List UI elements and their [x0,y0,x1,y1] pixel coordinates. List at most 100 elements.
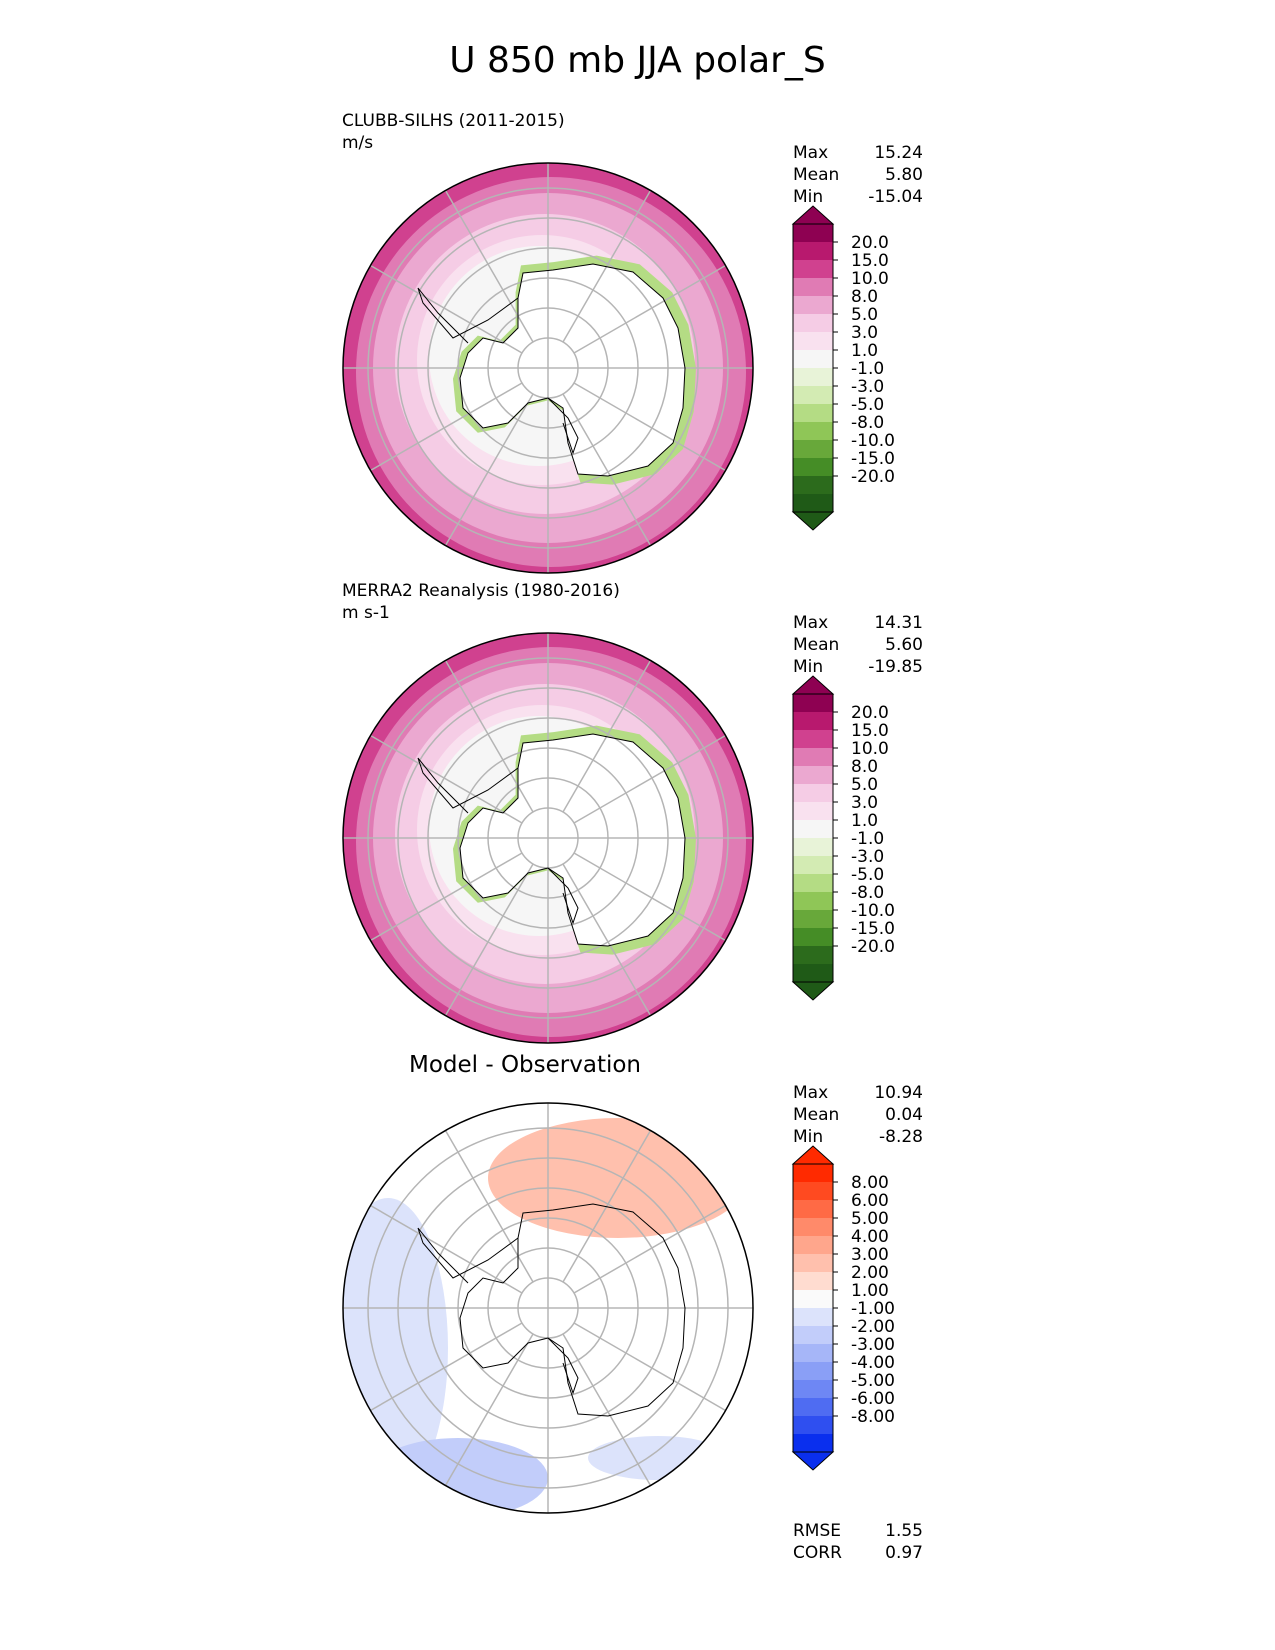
colorbar-cell [793,1200,833,1218]
continent-fill [460,264,685,476]
stat-value: 14.31 [874,613,923,633]
colorbar-tick-label: 1.0 [851,341,878,361]
negative-anomaly [368,1438,548,1513]
colorbar-tick-label: -1.0 [851,359,884,379]
continent-fill [460,734,685,946]
colorbar-tick-label: 8.0 [851,287,878,307]
stat-label: RMSE [793,1521,842,1541]
stat-value: 0.97 [885,1543,923,1563]
colorbar-cell [793,1164,833,1182]
stat-value: -19.85 [868,657,923,677]
colorbar-cell [793,1236,833,1254]
colorbar-tick-label: -5.0 [851,865,884,885]
colorbar-cell [793,1254,833,1272]
stat-value: 5.80 [885,165,923,185]
colorbar-tick-label: -1.00 [851,1299,895,1319]
colorbar-cell [793,712,833,730]
panel-title-text: CLUBB-SILHS (2011-2015) [342,111,565,131]
colorbar-cell [793,694,833,712]
colorbar-cell [793,260,833,278]
stat-row: RMSE 1.55 [793,1520,923,1542]
colorbar-tick-label: -15.0 [851,919,895,939]
panel-title: MERRA2 Reanalysis (1980-2016) m s-1 [342,580,620,624]
colorbar-tick-label: 1.00 [851,1281,889,1301]
colorbar-cell [793,1416,833,1434]
colorbar-tick-label: -10.0 [851,431,895,451]
colorbar-cell [793,404,833,422]
field-fill [343,633,753,1043]
colorbar-cell [793,296,833,314]
colorbar-tick-label: -2.00 [851,1317,895,1337]
colorbar-cell [793,1380,833,1398]
colorbar-cell [793,820,833,838]
colorbar-cell [793,242,833,260]
colorbar-tick-label: 20.0 [851,703,889,723]
colorbar-cell [793,1434,833,1452]
colorbar-cell [793,802,833,820]
colorbar-cell [793,730,833,748]
colorbar-cell [793,1344,833,1362]
colorbar-cell [793,1182,833,1200]
stat-label: Min [793,187,824,207]
polar-map-svg: 20.015.010.08.05.03.01.0-1.0-3.0-5.0-8.0… [342,162,895,574]
colorbar-tick-label: -20.0 [851,937,895,957]
figure-title: U 850 mb JJA polar_S [449,40,826,81]
extra-stats-box: RMSE 1.55 CORR 0.97 [793,1520,923,1564]
stat-row: Mean 0.04 [793,1104,923,1126]
colorbar-tick-label: 6.00 [851,1191,889,1211]
stat-label: CORR [793,1543,842,1563]
colorbar-tick-label: 20.0 [851,233,889,253]
stat-row: Min -19.85 [793,656,923,678]
map-border [342,162,754,574]
stat-value: 0.04 [885,1105,923,1125]
colorbar-cell [793,1272,833,1290]
stat-value: 5.60 [885,635,923,655]
colorbar-tick-label: 1.0 [851,811,878,831]
stat-value: 1.55 [885,1521,923,1541]
panel-model: CLUBB-SILHS (2011-2015) m/s Max 15.24 Mean 5.… [0,110,1275,610]
colorbar-tick-label: 8.0 [851,757,878,777]
colorbar-tick-label: 5.0 [851,775,878,795]
stat-row: Max 15.24 [793,142,923,164]
colorbar-tick-label: -3.0 [851,377,884,397]
colorbar-cell [793,1218,833,1236]
stat-value: 15.24 [874,143,923,163]
colorbar-cell [793,946,833,964]
polar-map-svg: 20.015.010.08.05.03.01.0-1.0-3.0-5.0-8.0… [342,632,895,1044]
stat-label: Mean [793,635,840,655]
panel-title: Model - Observation [330,1054,720,1077]
stat-row: CORR 0.97 [793,1542,923,1564]
colorbar-tick-label: -5.00 [851,1371,895,1391]
colorbar: 20.015.010.08.05.03.01.0-1.0-3.0-5.0-8.0… [791,205,895,531]
colorbar-cell [793,1326,833,1344]
colorbar: 20.015.010.08.05.03.01.0-1.0-3.0-5.0-8.0… [791,675,895,1001]
colorbar-tick-label: -6.00 [851,1389,895,1409]
stat-row: Min -15.04 [793,186,923,208]
stats-box: Max 15.24 Mean 5.80 Min -15.04 [793,142,923,208]
stat-label: Min [793,1127,824,1147]
colorbar-tick-label: -1.0 [851,829,884,849]
colorbar-cell [793,910,833,928]
colorbar-tick-label: -15.0 [851,449,895,469]
colorbar-cell [793,278,833,296]
colorbar-tick-label: -8.0 [851,413,884,433]
colorbar-tick-label: -5.0 [851,395,884,415]
colorbar-tick-label: 5.0 [851,305,878,325]
stat-label: Mean [793,1105,840,1125]
stat-label: Max [793,143,829,163]
stat-label: Mean [793,165,840,185]
colorbar-cell [793,856,833,874]
colorbar-cell [793,494,833,512]
colorbar-tick-label: 2.00 [851,1263,889,1283]
map-border [342,632,754,1044]
panel-observation: MERRA2 Reanalysis (1980-2016) m s-1 Max 14.… [0,580,1275,1080]
panel-units: m s-1 [342,603,390,623]
stat-value: -8.28 [879,1127,923,1147]
colorbar-cell [793,386,833,404]
colorbar-tick-label: 10.0 [851,269,889,289]
colorbar-cell [793,784,833,802]
colorbar-tick-label: -3.0 [851,847,884,867]
panel-difference: Model - Observation Max 10.94 Mean 0.04 Min -8… [0,1050,1275,1563]
stat-label: Max [793,613,829,633]
field-fill [343,163,753,573]
